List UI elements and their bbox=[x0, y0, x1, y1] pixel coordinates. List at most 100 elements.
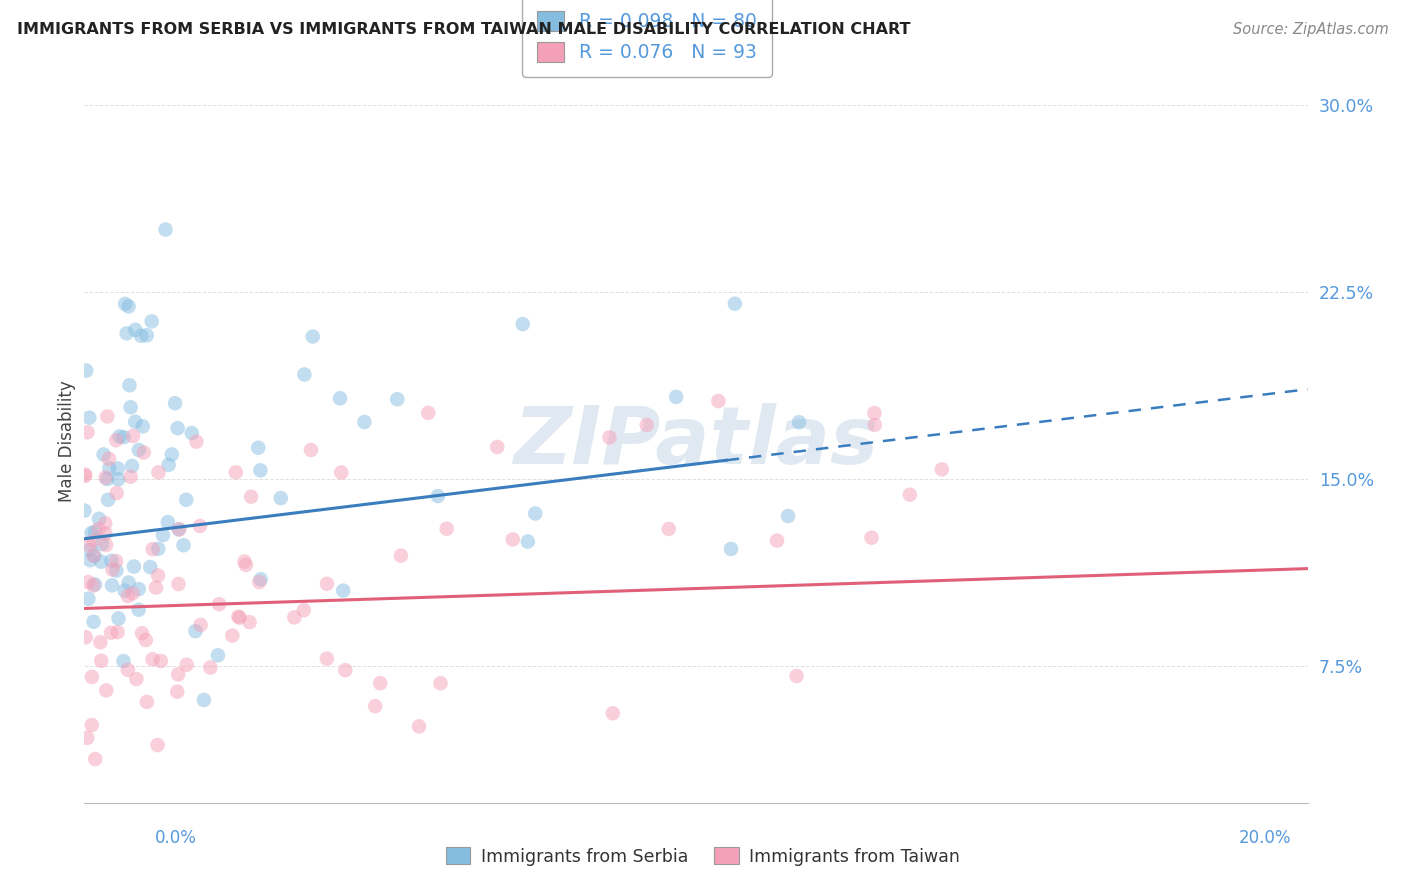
Point bbox=[83, 577, 105, 591]
Point bbox=[599, 430, 621, 444]
Point bbox=[90, 654, 112, 668]
Point bbox=[96, 538, 118, 552]
Point bbox=[863, 406, 886, 420]
Point bbox=[141, 652, 163, 666]
Point bbox=[107, 461, 129, 475]
Point bbox=[148, 541, 170, 556]
Point bbox=[418, 406, 440, 420]
Point bbox=[120, 470, 142, 484]
Point bbox=[249, 572, 271, 586]
Point bbox=[207, 648, 229, 663]
Point bbox=[486, 440, 509, 454]
Y-axis label: Male Disability: Male Disability bbox=[58, 381, 76, 502]
Point bbox=[90, 555, 112, 569]
Point bbox=[114, 297, 136, 311]
Point bbox=[239, 615, 262, 629]
Point bbox=[787, 415, 810, 429]
Point bbox=[100, 625, 122, 640]
Point bbox=[160, 447, 183, 461]
Point bbox=[174, 492, 197, 507]
Point bbox=[128, 582, 150, 596]
Point bbox=[364, 699, 387, 714]
Point bbox=[135, 328, 157, 343]
Point bbox=[118, 378, 141, 392]
Point bbox=[101, 563, 124, 577]
Text: Source: ZipAtlas.com: Source: ZipAtlas.com bbox=[1233, 22, 1389, 37]
Point bbox=[129, 328, 152, 343]
Point bbox=[329, 392, 352, 406]
Point bbox=[240, 490, 263, 504]
Point bbox=[166, 684, 188, 698]
Point bbox=[87, 522, 110, 536]
Point bbox=[766, 533, 789, 548]
Point bbox=[80, 670, 103, 684]
Point bbox=[524, 507, 547, 521]
Point bbox=[292, 603, 315, 617]
Point bbox=[157, 458, 180, 472]
Point bbox=[156, 515, 179, 529]
Point bbox=[436, 522, 458, 536]
Point bbox=[87, 512, 110, 526]
Point bbox=[863, 417, 886, 432]
Point bbox=[112, 654, 135, 668]
Point bbox=[426, 489, 449, 503]
Point bbox=[76, 731, 98, 745]
Point bbox=[146, 738, 169, 752]
Point bbox=[83, 549, 105, 563]
Point bbox=[335, 663, 357, 677]
Point bbox=[117, 663, 139, 677]
Point bbox=[105, 564, 128, 578]
Point bbox=[124, 415, 146, 429]
Point bbox=[96, 409, 118, 424]
Point bbox=[299, 442, 322, 457]
Point bbox=[117, 575, 139, 590]
Point bbox=[121, 586, 143, 600]
Point bbox=[79, 542, 101, 557]
Text: IMMIGRANTS FROM SERBIA VS IMMIGRANTS FROM TAIWAN MALE DISABILITY CORRELATION CHA: IMMIGRANTS FROM SERBIA VS IMMIGRANTS FRO… bbox=[17, 22, 910, 37]
Point bbox=[294, 368, 316, 382]
Point bbox=[353, 415, 375, 429]
Legend: Immigrants from Serbia, Immigrants from Taiwan: Immigrants from Serbia, Immigrants from … bbox=[437, 838, 969, 874]
Point bbox=[148, 466, 170, 480]
Point bbox=[83, 524, 105, 539]
Point bbox=[724, 296, 747, 310]
Point bbox=[368, 676, 391, 690]
Point bbox=[208, 597, 231, 611]
Point bbox=[105, 486, 128, 500]
Point bbox=[387, 392, 409, 407]
Point bbox=[96, 472, 118, 486]
Point bbox=[636, 417, 658, 432]
Point bbox=[602, 706, 624, 721]
Point bbox=[89, 635, 111, 649]
Point bbox=[135, 633, 157, 648]
Point bbox=[190, 618, 212, 632]
Point bbox=[94, 516, 117, 531]
Point bbox=[247, 575, 270, 590]
Point bbox=[114, 583, 136, 598]
Point bbox=[152, 528, 174, 542]
Point bbox=[77, 537, 100, 551]
Point bbox=[270, 491, 292, 505]
Point bbox=[502, 533, 524, 547]
Point bbox=[283, 610, 305, 624]
Point bbox=[146, 568, 169, 582]
Point bbox=[249, 463, 271, 477]
Point bbox=[389, 549, 412, 563]
Point bbox=[898, 488, 921, 502]
Point bbox=[73, 467, 96, 482]
Point bbox=[77, 591, 100, 606]
Point bbox=[186, 434, 208, 449]
Point bbox=[221, 629, 243, 643]
Legend: R = 0.098   N = 80, R = 0.076   N = 93: R = 0.098 N = 80, R = 0.076 N = 93 bbox=[523, 0, 772, 77]
Point bbox=[112, 430, 135, 444]
Point bbox=[105, 554, 128, 568]
Point bbox=[786, 669, 808, 683]
Point bbox=[176, 657, 198, 672]
Point bbox=[79, 553, 101, 567]
Point bbox=[79, 410, 101, 425]
Point bbox=[142, 542, 165, 557]
Point bbox=[188, 519, 211, 533]
Point bbox=[330, 466, 353, 480]
Point bbox=[83, 615, 105, 629]
Point bbox=[80, 718, 103, 732]
